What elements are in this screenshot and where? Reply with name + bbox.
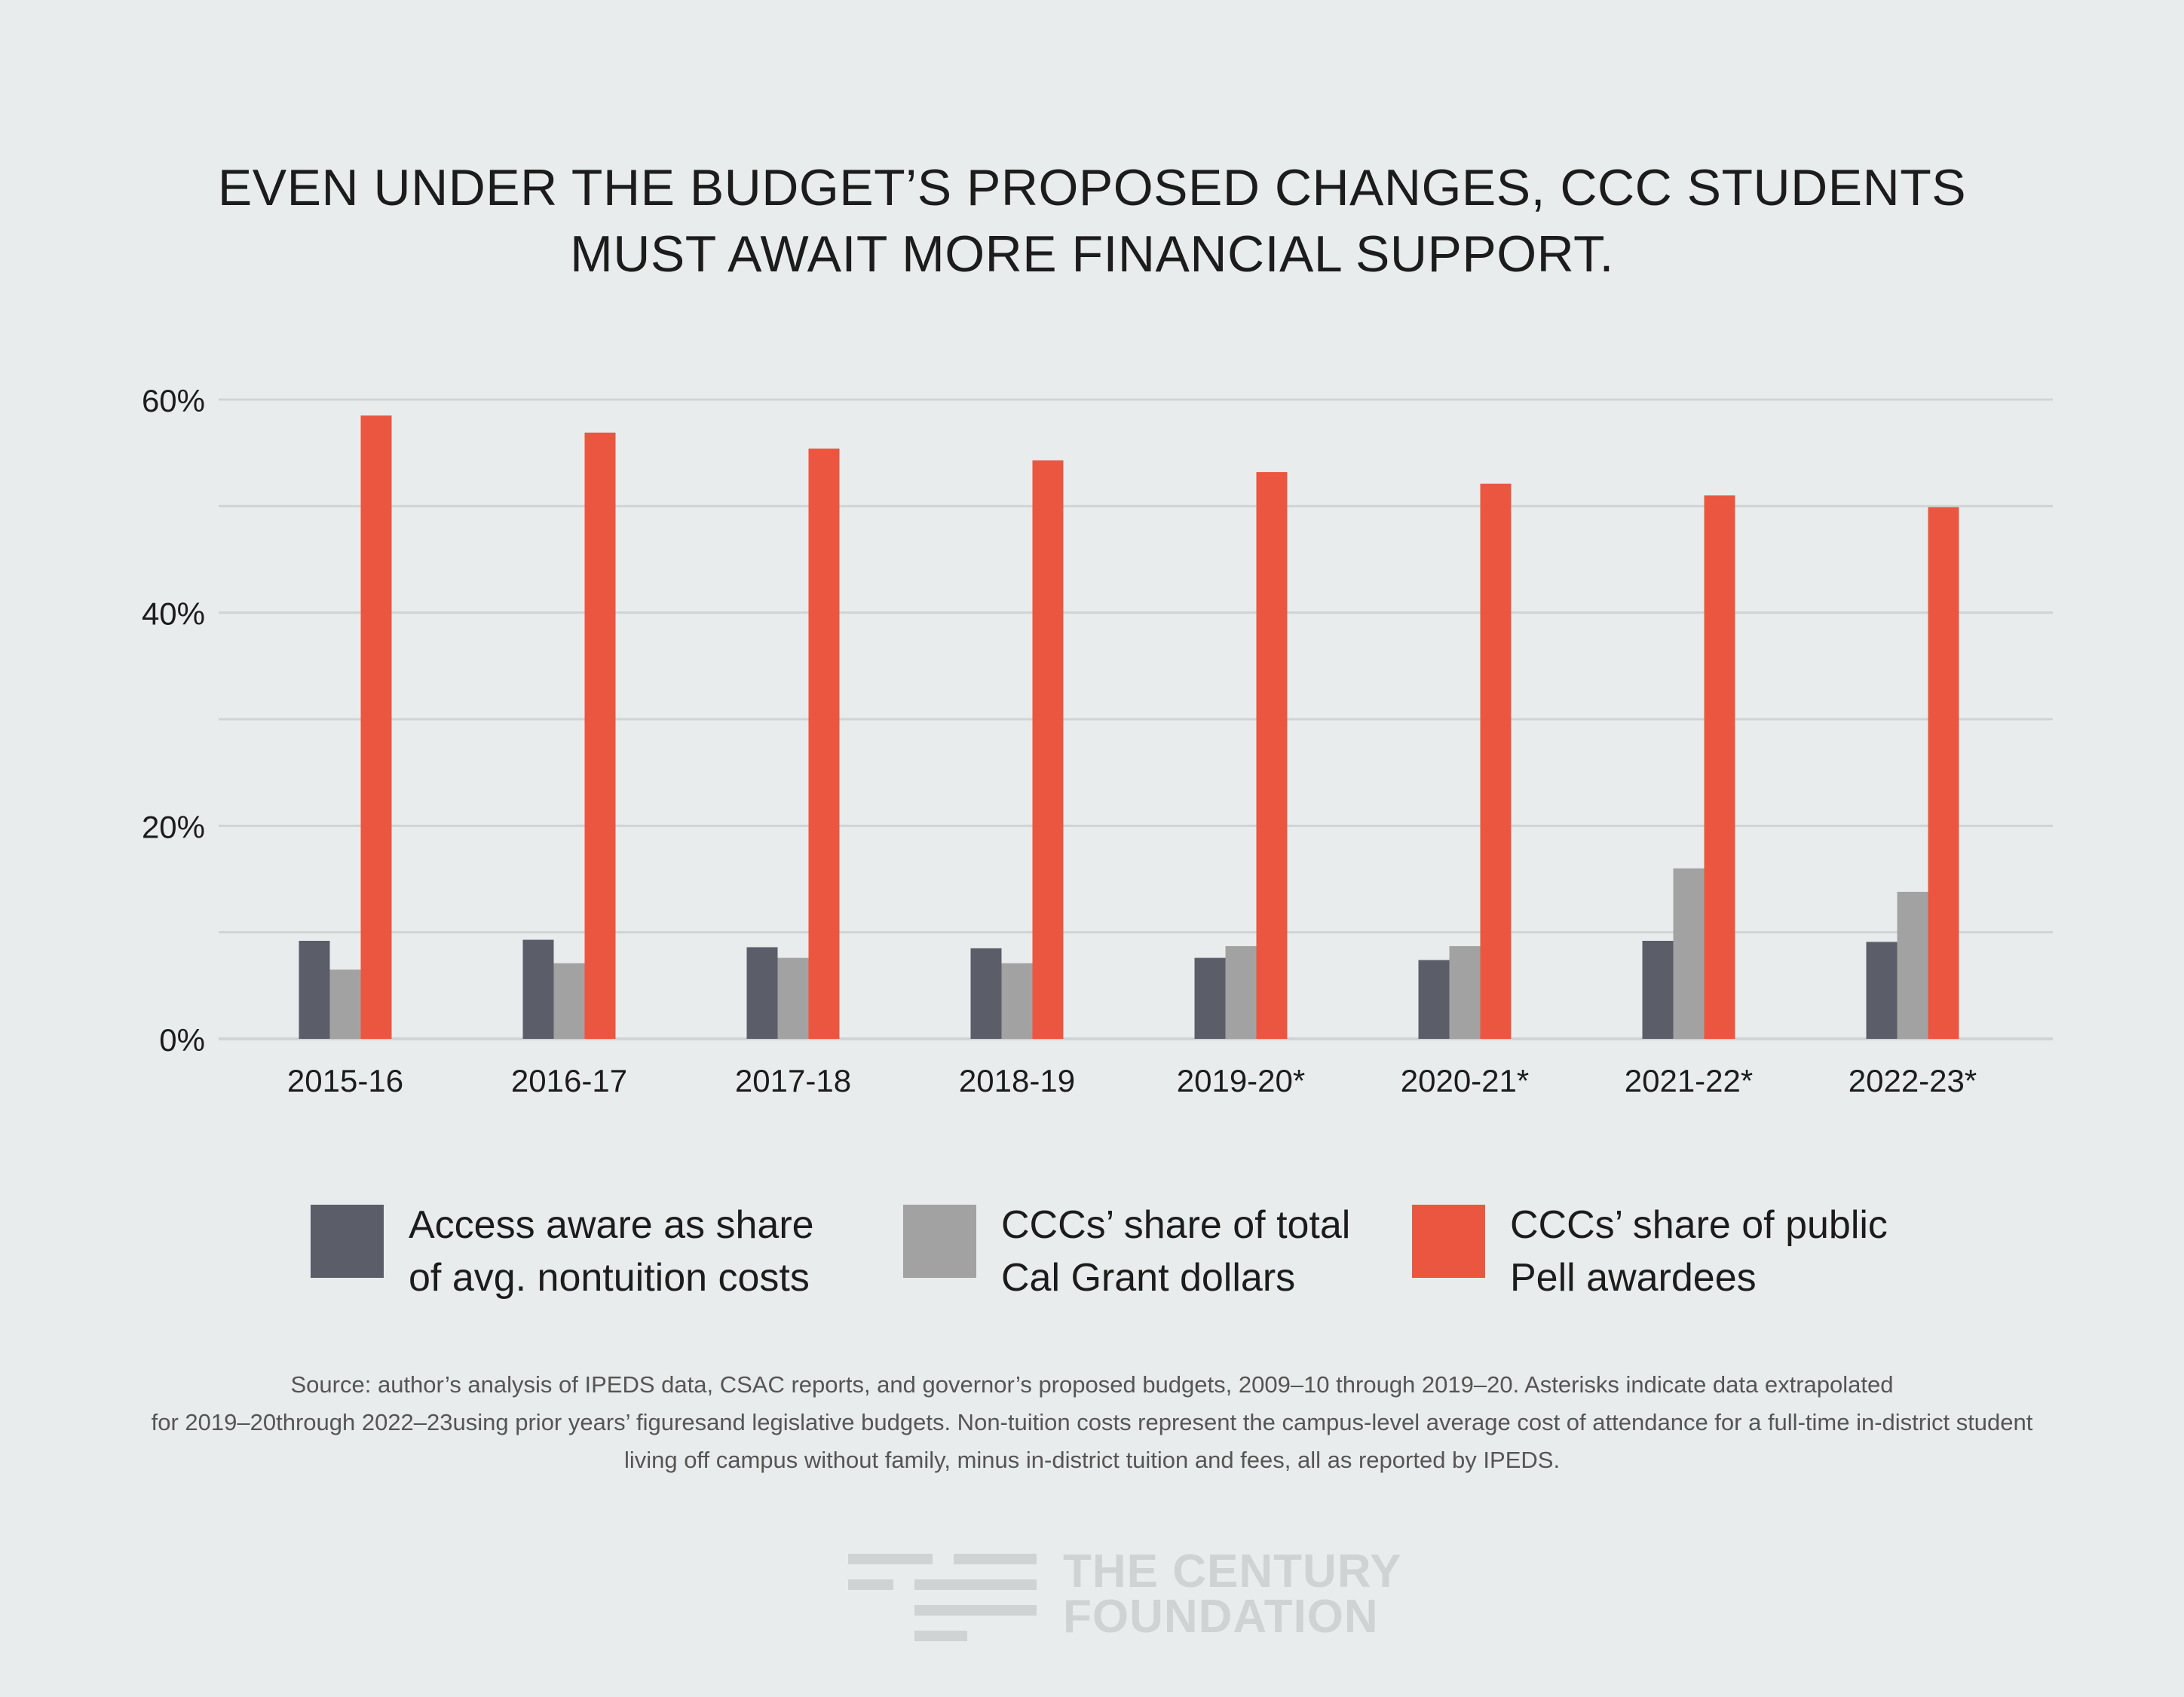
- x-tick-label: 2015-16: [287, 1063, 403, 1098]
- bar-pell-2015-16: [360, 415, 392, 1039]
- bar-calgrant-2019-20: [1225, 946, 1257, 1039]
- x-tick-label: 2016-17: [511, 1063, 627, 1098]
- bar-pell-2020-21: [1480, 483, 1512, 1039]
- chart-title-line-1: EVEN UNDER THE BUDGET’S PROPOSED CHANGES…: [217, 159, 1967, 216]
- x-tick-label: 2018-19: [959, 1063, 1075, 1098]
- x-tick-label: 2019-20*: [1177, 1063, 1305, 1098]
- chart-title: EVEN UNDER THE BUDGET’S PROPOSED CHANGES…: [0, 155, 2184, 287]
- bar-pell-2019-20: [1256, 472, 1288, 1039]
- legend-label-pell: CCCs’ share of public Pell awardees: [1510, 1199, 1888, 1304]
- legend-label-calgrant: CCCs’ share of total Cal Grant dollars: [1001, 1199, 1350, 1304]
- bar-access-2017-18: [746, 947, 778, 1039]
- bar-calgrant-2016-17: [553, 963, 585, 1039]
- bar-calgrant-2022-23: [1897, 891, 1928, 1039]
- source-note-line-1: Source: author’s analysis of IPEDS data,…: [290, 1371, 1894, 1398]
- bar-pell-2021-22: [1704, 495, 1735, 1039]
- x-axis-ticks: 2015-16 2016-17 2017-18 2018-19 2019-20* 2020…: [287, 1063, 1977, 1098]
- legend-label-pell-line-2: Pell awardees: [1510, 1256, 1757, 1300]
- bar-calgrant-2015-16: [329, 969, 361, 1039]
- bar-calgrant-2018-19: [1001, 963, 1033, 1039]
- bar-access-2019-20: [1194, 957, 1226, 1039]
- legend-swatch-pell: [1412, 1205, 1485, 1278]
- y-tick-label: 20%: [142, 809, 205, 844]
- y-tick-label: 60%: [142, 383, 205, 418]
- logo-wordmark-line-2: FOUNDATION: [1063, 1591, 1379, 1643]
- x-tick-label: 2017-18: [735, 1063, 851, 1098]
- bar-access-2016-17: [522, 939, 554, 1039]
- legend-label-access-line-1: Access aware as share: [409, 1203, 814, 1247]
- x-tick-label: 2021-22*: [1625, 1063, 1753, 1098]
- bar-pell-2017-18: [808, 449, 840, 1039]
- bar-calgrant-2017-18: [777, 957, 809, 1039]
- y-tick-label: 40%: [142, 596, 205, 632]
- bar-calgrant-2020-21: [1449, 946, 1481, 1039]
- legend-label-pell-line-1: CCCs’ share of public: [1510, 1203, 1888, 1247]
- x-tick-label: 2020-21*: [1401, 1063, 1529, 1098]
- legend-label-calgrant-line-2: Cal Grant dollars: [1001, 1256, 1296, 1300]
- gridlines: [219, 398, 2053, 1040]
- source-note-line-2: for 2019–20through 2022–23using prior ye…: [151, 1409, 2033, 1435]
- bar-calgrant-2021-22: [1673, 868, 1705, 1039]
- bar-access-2021-22: [1642, 940, 1674, 1039]
- legend-label-calgrant-line-1: CCCs’ share of total: [1001, 1203, 1351, 1247]
- bar-pell-2016-17: [584, 432, 616, 1039]
- century-foundation-logo: THE CENTURY FOUNDATION: [848, 1545, 1406, 1647]
- bar-pell-2022-23: [1928, 507, 1959, 1039]
- source-note-line-3: living off campus without family, minus …: [623, 1447, 1561, 1473]
- century-foundation-logo-mark: [848, 1554, 1037, 1641]
- x-tick-label: 2022-23*: [1849, 1063, 1977, 1098]
- bar-pell-2018-19: [1032, 460, 1064, 1039]
- legend-label-access: Access aware as share of avg. nontuition…: [409, 1199, 814, 1304]
- bar-access-2020-21: [1418, 960, 1450, 1039]
- logo-wordmark-line-1: THE CENTURY: [1063, 1545, 1402, 1597]
- bar-access-2018-19: [970, 948, 1002, 1039]
- legend-label-access-line-2: of avg. nontuition costs: [409, 1256, 810, 1300]
- bar-access-2022-23: [1866, 942, 1898, 1039]
- source-note: Source: author’s analysis of IPEDS data,…: [45, 1366, 2139, 1479]
- legend-swatch-access: [311, 1205, 384, 1278]
- legend-swatch-calgrant: [903, 1205, 976, 1278]
- logo-wordmark: THE CENTURY FOUNDATION: [1063, 1545, 1402, 1643]
- y-tick-label: 0%: [159, 1022, 205, 1058]
- y-axis-ticks: 0% 20% 40% 60%: [142, 383, 205, 1058]
- bar-chart: 0% 20% 40% 60% 2015-16 2016-17 2017-18 2018-19…: [142, 383, 2053, 1098]
- chart-title-line-2: MUST AWAIT MORE FINANCIAL SUPPORT.: [570, 225, 1614, 283]
- bar-access-2015-16: [299, 940, 330, 1039]
- bars: [299, 415, 1959, 1039]
